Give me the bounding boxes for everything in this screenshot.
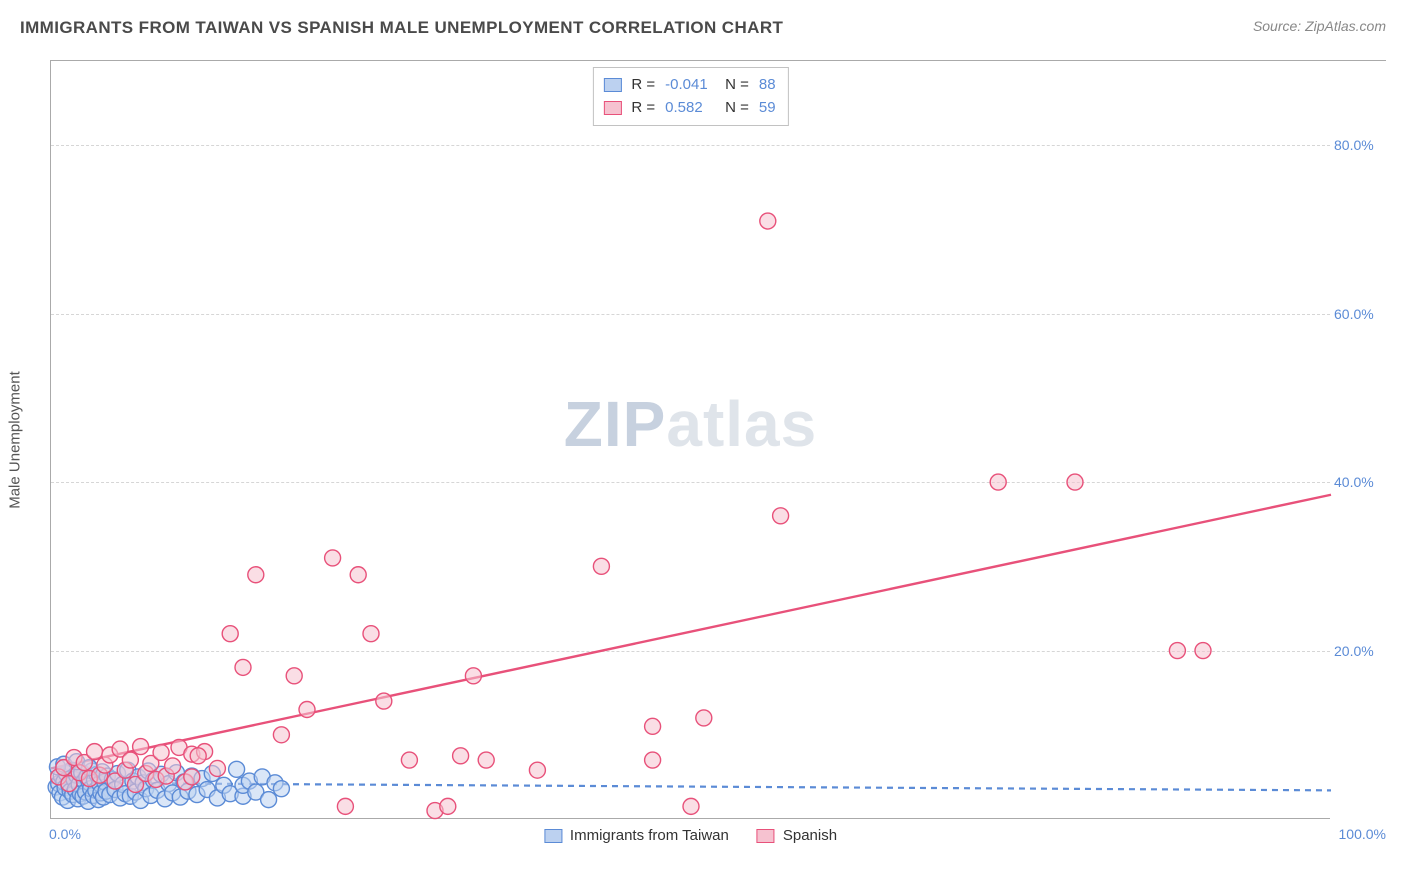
scatter-point-spanish [190, 748, 206, 764]
y-axis-title: Male Unemployment [7, 371, 24, 509]
scatter-point-spanish [222, 626, 238, 642]
scatter-point-spanish [153, 744, 169, 760]
scatter-point-spanish [593, 558, 609, 574]
source-attribution: Source: ZipAtlas.com [1253, 18, 1386, 34]
legend-item-taiwan: Immigrants from Taiwan [544, 827, 729, 844]
scatter-point-spanish [184, 769, 200, 785]
scatter-point-spanish [1067, 474, 1083, 490]
trend-line-spanish [51, 495, 1331, 769]
scatter-point-spanish [235, 659, 251, 675]
r-label: R = [631, 97, 655, 120]
scatter-point-spanish [696, 710, 712, 726]
chart-header: IMMIGRANTS FROM TAIWAN VS SPANISH MALE U… [0, 0, 1406, 44]
scatter-point-spanish [1169, 643, 1185, 659]
x-axis-max-label: 100.0% [1339, 826, 1386, 842]
scatter-point-spanish [350, 567, 366, 583]
r-value-taiwan: -0.041 [665, 74, 715, 97]
scatter-point-spanish [990, 474, 1006, 490]
scatter-point-spanish [440, 798, 456, 814]
scatter-point-taiwan [229, 761, 245, 777]
scatter-point-spanish [286, 668, 302, 684]
scatter-point-spanish [337, 798, 353, 814]
correlation-stats-legend: R = -0.041 N = 88 R = 0.582 N = 59 [592, 67, 788, 126]
plot-area: ZIPatlas 20.0%40.0%60.0%80.0% R =-0.041N… [50, 61, 1330, 819]
n-label: N = [725, 97, 749, 120]
legend-swatch-spanish [757, 829, 775, 843]
scatter-point-spanish [376, 693, 392, 709]
scatter-point-spanish [273, 727, 289, 743]
series-legend: Immigrants from Taiwan Spanish [544, 827, 837, 844]
scatter-point-spanish [165, 758, 181, 774]
y-tick-label: 20.0% [1334, 643, 1386, 659]
scatter-point-spanish [773, 508, 789, 524]
scatter-point-spanish [453, 748, 469, 764]
scatter-point-spanish [645, 752, 661, 768]
scatter-point-spanish [299, 702, 315, 718]
scatter-point-spanish [760, 213, 776, 229]
n-label: N = [725, 74, 749, 97]
n-value-taiwan: 88 [759, 74, 776, 97]
scatter-point-taiwan [273, 781, 289, 797]
scatter-point-spanish [122, 752, 138, 768]
scatter-point-spanish [133, 739, 149, 755]
stats-row-spanish: R = 0.582 N = 59 [603, 97, 775, 120]
scatter-point-spanish [529, 762, 545, 778]
stats-row-taiwan: R = -0.041 N = 88 [603, 74, 775, 97]
scatter-point-spanish [87, 744, 103, 760]
scatter-point-spanish [478, 752, 494, 768]
y-tick-label: 60.0% [1334, 306, 1386, 322]
swatch-taiwan [603, 78, 621, 92]
r-value-spanish: 0.582 [665, 97, 715, 120]
scatter-point-spanish [209, 760, 225, 776]
scatter-point-spanish [465, 668, 481, 684]
r-label: R = [631, 74, 655, 97]
chart-frame: ZIPatlas 20.0%40.0%60.0%80.0% R =-0.041N… [50, 60, 1386, 840]
swatch-spanish [603, 101, 621, 115]
y-tick-label: 40.0% [1334, 474, 1386, 490]
scatter-point-spanish [325, 550, 341, 566]
n-value-spanish: 59 [759, 97, 776, 120]
scatter-point-spanish [248, 567, 264, 583]
y-tick-label: 80.0% [1334, 137, 1386, 153]
chart-title: IMMIGRANTS FROM TAIWAN VS SPANISH MALE U… [20, 18, 783, 38]
legend-label-taiwan: Immigrants from Taiwan [570, 827, 729, 844]
legend-item-spanish: Spanish [757, 827, 837, 844]
scatter-point-spanish [401, 752, 417, 768]
scatter-point-spanish [1195, 643, 1211, 659]
scatter-point-spanish [363, 626, 379, 642]
legend-swatch-taiwan [544, 829, 562, 843]
legend-label-spanish: Spanish [783, 827, 837, 844]
scatter-point-spanish [645, 718, 661, 734]
scatter-plot-svg [51, 61, 1331, 819]
scatter-point-spanish [683, 798, 699, 814]
scatter-point-taiwan [261, 792, 277, 808]
x-axis-min-label: 0.0% [49, 826, 81, 842]
